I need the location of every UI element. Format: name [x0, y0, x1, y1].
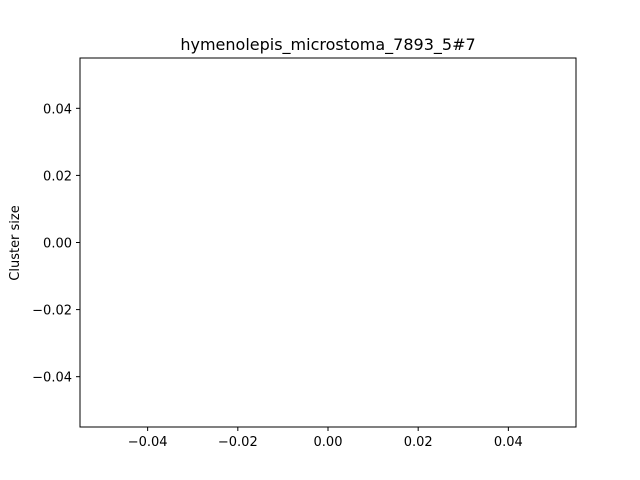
y-tick-label: 0.00 [43, 237, 72, 252]
y-tick-label: −0.02 [32, 304, 72, 319]
x-tick-label: 0.04 [494, 435, 523, 450]
x-tick-label: 0.00 [314, 435, 343, 450]
chart-title: hymenolepis_microstoma_7893_5#7 [180, 35, 475, 55]
plot-area-frame [79, 57, 577, 428]
x-axis-ticks: −0.04 −0.02 0.00 0.02 0.04 [128, 427, 523, 450]
y-tick-label: −0.04 [32, 371, 72, 386]
x-tick-label: 0.02 [404, 435, 433, 450]
y-axis-ticks: −0.04 −0.02 0.00 0.02 0.04 [32, 102, 80, 386]
y-tick-label: 0.02 [43, 169, 72, 184]
x-tick-label: −0.02 [218, 435, 258, 450]
y-tick-label: 0.04 [43, 102, 72, 117]
y-axis-label: Cluster size [8, 205, 23, 280]
x-tick-label: −0.04 [128, 435, 168, 450]
